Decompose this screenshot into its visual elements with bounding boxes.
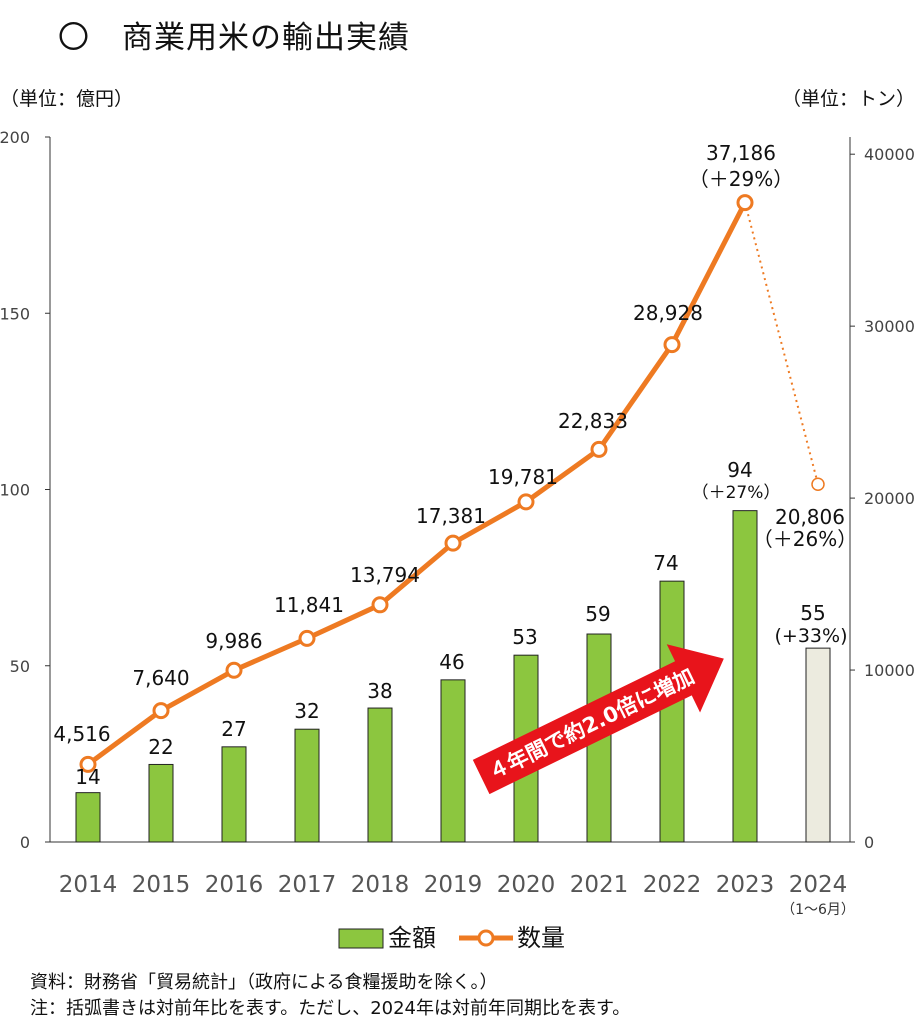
quantity-point xyxy=(371,596,389,614)
bar-value-label: 38 xyxy=(367,679,392,703)
legend-line-marker xyxy=(477,929,495,947)
quantity-point xyxy=(736,194,754,212)
line-value-label: 37,186 xyxy=(706,141,776,165)
x-tick-sublabel: （1～6月） xyxy=(781,902,855,918)
line-value-label: 19,781 xyxy=(488,465,558,489)
bar xyxy=(221,746,247,843)
bar-value-label: 59 xyxy=(585,602,610,626)
left-axis-unit: （単位：億円） xyxy=(0,88,134,110)
line-value-label: 13,794 xyxy=(350,563,420,587)
quantity-point xyxy=(444,534,462,552)
line-value-label: 28,928 xyxy=(633,301,703,325)
quantity-point xyxy=(152,702,170,720)
x-tick-label: 2017 xyxy=(278,872,337,898)
left-tick-label: 0 xyxy=(20,833,30,852)
left-tick-label: 50 xyxy=(10,657,30,676)
source-note: 資料：財務省「貿易統計」（政府による食糧援助を除く。） xyxy=(30,972,498,993)
right-tick-label: 0 xyxy=(864,833,874,852)
line-value-label: 11,841 xyxy=(274,593,344,617)
bar-value-label: 94 xyxy=(727,458,752,482)
right-tick-label: 20000 xyxy=(864,489,915,508)
line-value-label: 22,833 xyxy=(558,409,628,433)
x-tick-label: 2021 xyxy=(570,872,629,898)
line-change-label: （＋29%） xyxy=(689,167,793,191)
bar-value-label: 32 xyxy=(294,699,319,723)
line-value-label: 4,516 xyxy=(53,722,110,746)
legend-line-label: 数量 xyxy=(517,924,565,952)
arrow-shape xyxy=(472,644,724,795)
right-tick-label: 10000 xyxy=(864,661,915,680)
left-tick-label: 200 xyxy=(0,128,30,147)
right-axis-unit: （単位：トン） xyxy=(781,88,915,110)
bar-change-label: （＋27%） xyxy=(692,483,781,503)
line-value-label: 20,806 xyxy=(775,505,845,529)
quantity-line-dotted xyxy=(744,202,819,485)
bar xyxy=(440,679,466,843)
bar xyxy=(75,792,101,843)
quantity-point xyxy=(298,629,316,647)
left-tick-label: 150 xyxy=(0,304,30,323)
bar-value-label: 46 xyxy=(439,650,464,674)
bar xyxy=(148,763,174,843)
bar xyxy=(294,728,320,843)
legend-bar-swatch xyxy=(338,928,384,949)
bar-value-label: 14 xyxy=(75,765,100,789)
export-chart: 0 50 100 150 200 0 10000 20000 30000 40000 2014 201… xyxy=(0,128,915,952)
x-tick-label: 2014 xyxy=(59,872,118,898)
bar xyxy=(732,510,758,843)
x-tick-label: 2024 xyxy=(789,872,848,898)
bar xyxy=(805,647,831,843)
bar-value-label: 22 xyxy=(148,735,173,759)
chart-title: 〇 商業用米の輸出実績 xyxy=(58,20,410,56)
quantity-point xyxy=(590,440,608,458)
bar-value-label: 55 xyxy=(800,601,825,625)
legend-bar-label: 金額 xyxy=(388,924,436,952)
right-tick-label: 30000 xyxy=(864,317,915,336)
x-tick-label: 2019 xyxy=(424,872,483,898)
left-tick-label: 100 xyxy=(0,481,30,500)
x-tick-label: 2023 xyxy=(716,872,775,898)
bar xyxy=(659,580,685,843)
x-tick-label: 2015 xyxy=(132,872,191,898)
quantity-point xyxy=(811,477,825,491)
line-value-label: 17,381 xyxy=(416,504,486,528)
line-value-label: 9,986 xyxy=(205,629,262,653)
x-tick-label: 2016 xyxy=(205,872,264,898)
quantity-point xyxy=(225,661,243,679)
quantity-point xyxy=(517,493,535,511)
line-value-label: 7,640 xyxy=(132,666,189,690)
bar-value-label: 53 xyxy=(512,625,537,649)
x-tick-label: 2018 xyxy=(351,872,410,898)
bar-value-label: 27 xyxy=(221,717,246,741)
quantity-point xyxy=(663,336,681,354)
bar xyxy=(367,707,393,843)
bar-change-label: (+33%) xyxy=(775,625,848,647)
footnote: 注：括弧書きは対前年比を表す。ただし、2024年は対前年同期比を表す。 xyxy=(30,998,631,1019)
bar-value-label: 74 xyxy=(653,551,678,575)
line-change-label: （＋26%） xyxy=(753,527,857,551)
right-tick-label: 40000 xyxy=(864,145,915,164)
quantity-line xyxy=(86,201,748,767)
x-tick-label: 2022 xyxy=(643,872,702,898)
x-tick-label: 2020 xyxy=(497,872,556,898)
quantity-point xyxy=(79,755,97,773)
